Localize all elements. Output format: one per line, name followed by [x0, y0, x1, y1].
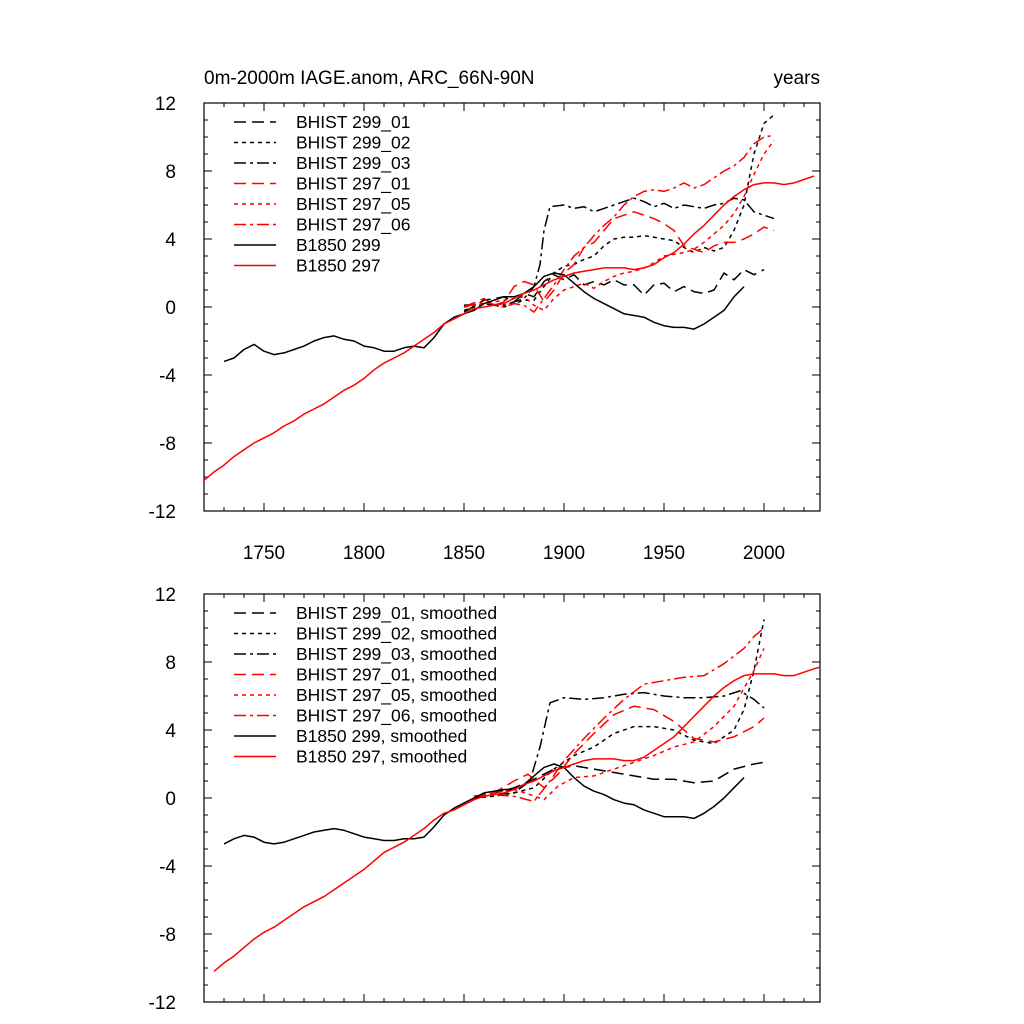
y-tick-label: 12	[155, 94, 176, 115]
legend-label: BHIST 297_01	[296, 174, 410, 195]
series-line-4	[473, 705, 765, 798]
y-tick-label: -8	[159, 925, 176, 946]
legend-label: BHIST 297_01, smoothed	[296, 665, 497, 686]
legend-label: BHIST 299_01	[296, 112, 410, 133]
chart-title: 0m-2000m IAGE.anom, ARC_66N-90N	[204, 68, 535, 89]
y-tick-label: 0	[165, 298, 176, 319]
legend-label: B1850 297, smoothed	[296, 747, 467, 767]
legend-label: B1850 299, smoothed	[296, 726, 467, 746]
series-line-2	[463, 114, 775, 312]
series-line-1	[473, 761, 765, 799]
legend-label: BHIST 297_05	[296, 194, 410, 215]
legend-label: BHIST 299_02	[296, 133, 410, 154]
y-tick-label: -8	[159, 434, 176, 455]
y-tick-label: -4	[159, 366, 176, 387]
series-line-3	[463, 197, 775, 307]
y-tick-label: -12	[149, 993, 176, 1014]
y-tick-label: 12	[155, 585, 176, 606]
series-line-5	[463, 139, 775, 312]
series-line-7	[223, 763, 745, 845]
chart-units-label: years	[774, 68, 820, 89]
series-line-1	[463, 268, 765, 313]
legend-label: BHIST 297_06, smoothed	[296, 706, 497, 727]
legend-label: BHIST 297_05, smoothed	[296, 685, 497, 706]
x-tick-label: 1950	[643, 543, 685, 564]
legend-label: B1850 299	[296, 235, 381, 255]
x-tick-label: 2000	[743, 543, 785, 564]
x-tick-label: 1800	[343, 543, 385, 564]
y-tick-label: 4	[165, 230, 176, 251]
x-tick-label: 1900	[543, 543, 585, 564]
legend-label: BHIST 297_06	[296, 215, 410, 236]
y-tick-label: 8	[165, 162, 176, 183]
legend-label: BHIST 299_03, smoothed	[296, 644, 497, 665]
legend-label: BHIST 299_01, smoothed	[296, 603, 497, 624]
x-tick-label: 1750	[243, 543, 285, 564]
y-tick-label: -4	[159, 857, 176, 878]
series-line-3	[473, 690, 765, 798]
series-line-2	[473, 619, 765, 799]
series-line-4	[463, 211, 775, 308]
series-line-8	[213, 666, 821, 972]
series-line-6	[463, 134, 775, 313]
y-tick-label: 0	[165, 789, 176, 810]
legend-label: BHIST 299_02, smoothed	[296, 624, 497, 645]
y-tick-label: 4	[165, 721, 176, 742]
series-line-7	[223, 272, 745, 363]
y-tick-label: -12	[149, 502, 176, 523]
x-tick-label: 1850	[443, 543, 485, 564]
legend-label: BHIST 299_03	[296, 153, 410, 174]
y-tick-label: 8	[165, 653, 176, 674]
series-line-5	[473, 648, 765, 801]
series-line-8	[203, 175, 815, 481]
series-line-6	[473, 627, 765, 803]
top-panel: -12 -8 -4 0 4 8 12 1750 1800 1850 1900 1950 2000 BHIS…	[149, 94, 821, 564]
legend-label: B1850 297	[296, 256, 381, 276]
